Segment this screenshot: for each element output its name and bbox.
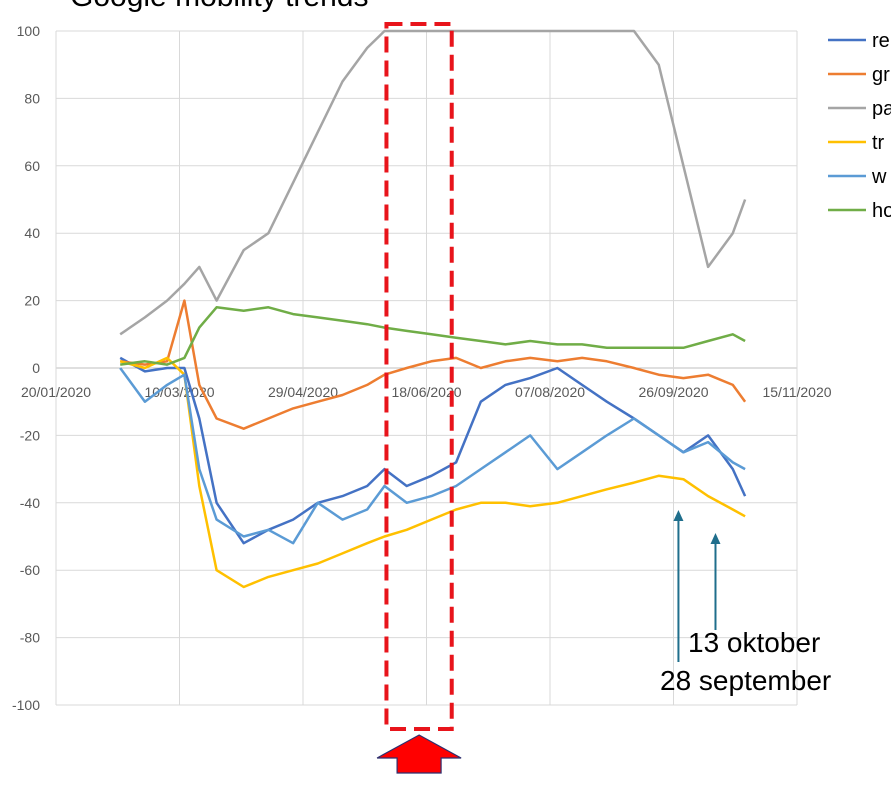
legend-label: pa <box>872 98 891 120</box>
legend-label: w <box>871 166 887 188</box>
y-tick-label: -20 <box>20 427 40 443</box>
x-tick-label: 18/06/2020 <box>391 384 461 400</box>
y-tick-label: -100 <box>12 697 40 713</box>
x-tick-label: 20/01/2020 <box>21 384 91 400</box>
annotation-label-2: 28 september <box>660 665 831 696</box>
red-arrow-icon <box>376 734 462 774</box>
series-line-4 <box>119 356 746 589</box>
series-line-5 <box>119 367 746 545</box>
legend-label: tr <box>872 132 885 154</box>
x-tick-label: 07/08/2020 <box>515 384 585 400</box>
annotations: 13 oktober 28 september <box>660 510 831 696</box>
x-tick-label: 29/04/2020 <box>268 384 338 400</box>
y-tick-label: 60 <box>24 158 40 174</box>
series-layer <box>119 29 747 589</box>
legend: re gr pa tr w ho <box>828 30 891 222</box>
legend-label: re <box>872 30 890 52</box>
y-tick-label: 80 <box>24 90 40 106</box>
x-tick-label: 15/11/2020 <box>762 384 831 400</box>
y-tick-label: -40 <box>20 495 40 511</box>
y-axis-ticks: 100 80 60 40 20 0 -20 -40 -60 -80 -100 <box>12 23 40 713</box>
chart-title: Google mobility trends <box>70 0 368 13</box>
x-tick-label: 26/09/2020 <box>638 384 708 400</box>
annotation-label-1: 13 oktober <box>688 627 820 658</box>
y-tick-label: 100 <box>17 23 41 39</box>
y-tick-label: -80 <box>20 630 40 646</box>
y-tick-label: 40 <box>24 225 40 241</box>
arrow-head-1 <box>673 510 684 521</box>
legend-label: gr <box>872 64 890 86</box>
series-line-3 <box>119 29 747 336</box>
arrow-head-2 <box>710 533 721 544</box>
y-tick-label: 0 <box>32 360 40 376</box>
y-tick-label: 20 <box>24 293 40 309</box>
y-tick-label: -60 <box>20 562 40 578</box>
highlight-rect <box>384 22 454 731</box>
series-line-2 <box>120 299 747 430</box>
highlight-box <box>376 22 462 774</box>
series-line-6 <box>120 306 746 366</box>
legend-label: ho <box>872 200 891 222</box>
